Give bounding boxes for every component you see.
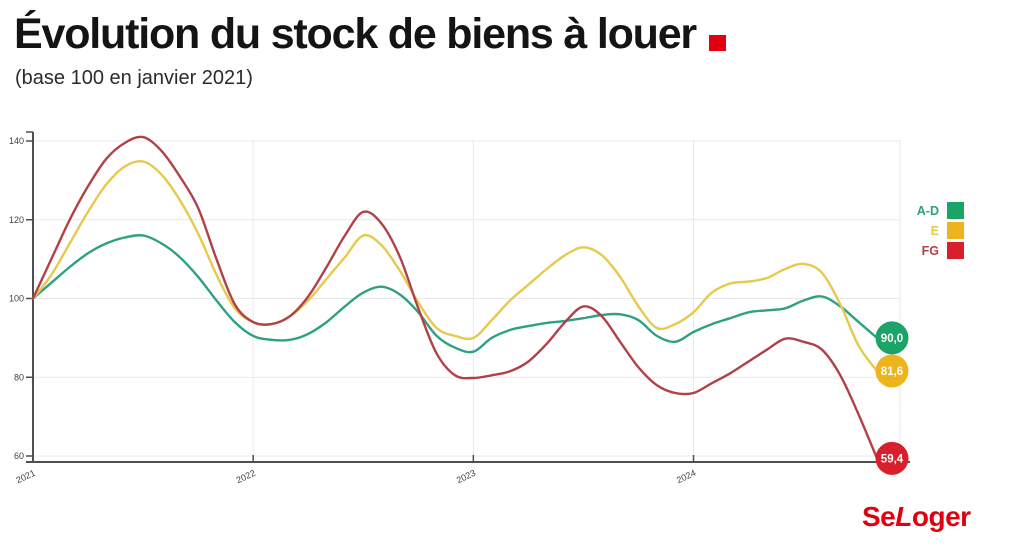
brand-se: Se: [862, 501, 896, 532]
title-row: Évolution du stock de biens à louer: [14, 10, 726, 59]
legend-swatch-fg: [947, 242, 964, 259]
y-tick-label: 120: [9, 215, 24, 225]
legend-swatch-a-d: [947, 202, 964, 219]
legend-swatch-e: [947, 222, 964, 239]
series-line-e: [31, 159, 879, 373]
title-accent-square: [708, 35, 726, 52]
end-value-label-a-d: 90,0: [881, 333, 903, 345]
end-value-badge-a-d: [875, 321, 909, 355]
brand-l: L: [895, 501, 912, 532]
x-tick-label: 2021: [14, 468, 36, 486]
y-tick-label: 140: [9, 136, 24, 146]
end-value-badge-fg: [875, 441, 909, 475]
chart-legend: A-D E FG: [872, 202, 964, 262]
series-line-a-d: [31, 234, 879, 354]
page-title: Évolution du stock de biens à louer: [14, 10, 697, 58]
end-value-label-e: 81,6: [881, 366, 903, 378]
legend-label-fg: FG: [921, 243, 939, 258]
legend-item-fg: FG: [872, 242, 964, 259]
end-value-label-fg: 59,4: [881, 453, 904, 465]
x-tick-label: 2022: [235, 468, 257, 486]
page-subtitle: (base 100 en janvier 2021): [15, 67, 253, 89]
x-tick-label: 2024: [675, 468, 697, 486]
y-tick-label: 80: [14, 372, 24, 382]
seloger-logo: SeLoger: [862, 501, 971, 533]
legend-label-a-d: A-D: [916, 203, 939, 218]
legend-item-a-d: A-D: [872, 202, 964, 219]
brand-oger: oger: [911, 501, 971, 532]
series-line-fg: [31, 135, 879, 460]
y-tick-label: 60: [14, 451, 24, 461]
end-value-badge-e: [875, 354, 909, 388]
legend-label-e: E: [930, 223, 939, 238]
x-tick-label: 2023: [455, 468, 477, 486]
legend-item-e: E: [872, 222, 964, 239]
y-tick-label: 100: [9, 294, 24, 304]
